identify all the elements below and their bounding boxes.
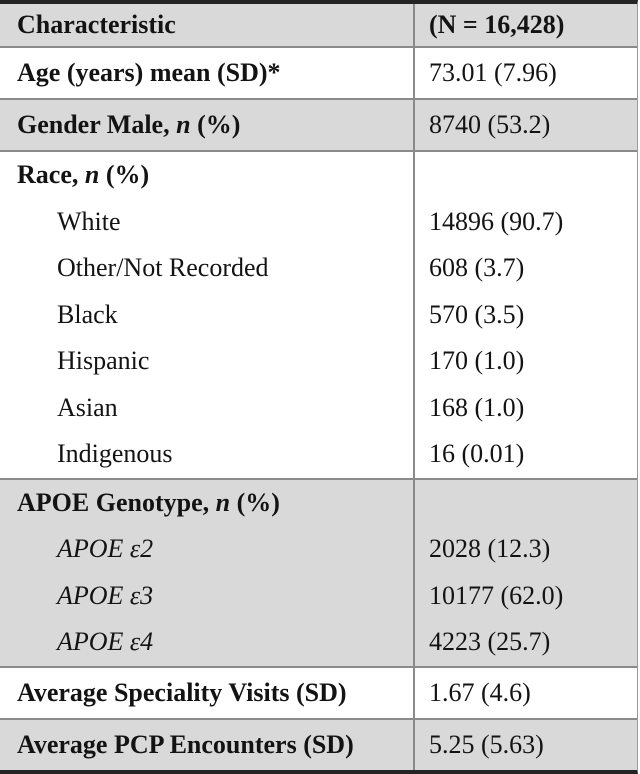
sub-row-value-other-not-recorded: 608 (3.7) xyxy=(429,253,525,282)
sub-row-label-black: Black xyxy=(57,299,118,329)
section-value-empty xyxy=(429,480,637,527)
column-header-text: (N = 16,428) xyxy=(429,10,565,39)
section-label-text: Race, xyxy=(17,160,85,189)
row-label-text: Average PCP Encounters (SD) xyxy=(17,729,354,759)
table-row-age: Age (years) mean (SD)* 73.01 (7.96) xyxy=(0,46,637,98)
sub-row-value-apoe-e3: 10177 (62.0) xyxy=(429,580,564,610)
sub-row-value-apoe-e4: 4223 (25.7) xyxy=(429,627,551,656)
column-header-n-total: (N = 16,428) xyxy=(429,4,637,46)
sub-row-value-apoe-e2: 2028 (12.3) xyxy=(429,534,551,563)
column-header-text: Characteristic xyxy=(17,10,176,39)
row-value: 8740 (53.2) xyxy=(429,110,551,139)
section-value-empty xyxy=(429,152,637,199)
row-label-text: (%) xyxy=(190,110,241,139)
row-label-text: Age (years) mean (SD)* xyxy=(17,58,281,87)
section-label: APOE Genotype, n (%) xyxy=(17,480,413,527)
section-label-text: (%) xyxy=(99,160,150,189)
table-row-specialty-visits: Average Speciality Visits (SD) 1.67 (4.6… xyxy=(0,665,637,718)
table-row-gender-male: Gender Male, n (%) 8740 (53.2) xyxy=(0,98,637,150)
row-value: 1.67 (4.6) xyxy=(429,677,531,707)
value-cell: 1.67 (4.6) xyxy=(415,668,637,718)
sub-row-value-indigenous: 16 (0.01) xyxy=(429,439,525,468)
section-label-text: (%) xyxy=(230,487,280,517)
label-cell: APOE Genotype, n (%) APOE ε2 APOE ε3 APO… xyxy=(0,479,415,666)
sub-row-value-white: 14896 (90.7) xyxy=(429,206,564,236)
row-label: Average Speciality Visits (SD) xyxy=(17,668,413,718)
row-label: Average PCP Encounters (SD) xyxy=(17,720,413,770)
table-section-apoe-genotype: APOE Genotype, n (%) APOE ε2 APOE ε3 APO… xyxy=(0,477,637,666)
column-header-characteristic: Characteristic xyxy=(17,4,413,46)
sub-row-value-asian: 168 (1.0) xyxy=(429,392,525,422)
value-cell: 14896 (90.7) 608 (3.7) 570 (3.5) 170 (1.… xyxy=(415,152,637,478)
table-row-pcp-encounters: Average PCP Encounters (SD) 5.25 (5.63) xyxy=(0,717,637,770)
row-label: Age (years) mean (SD)* xyxy=(17,48,413,98)
value-cell: 73.01 (7.96) xyxy=(415,48,637,98)
sub-row-label-apoe-e4: APOE ε4 xyxy=(57,627,154,656)
section-label-italic-n: n xyxy=(84,160,100,189)
header-value-cell: (N = 16,428) xyxy=(415,4,637,46)
sub-row-label-white: White xyxy=(57,206,121,236)
sub-row-label-apoe-e3: APOE ε3 xyxy=(57,580,154,610)
section-label: Race, n (%) xyxy=(17,152,413,199)
row-value: 73.01 (7.96) xyxy=(429,58,557,87)
row-label-text: Gender Male, xyxy=(17,110,177,139)
value-cell: 2028 (12.3) 10177 (62.0) 4223 (25.7) xyxy=(415,480,637,666)
sub-row-label-hispanic: Hispanic xyxy=(57,346,150,375)
value-cell: 5.25 (5.63) xyxy=(415,720,637,770)
sub-row-label-asian: Asian xyxy=(57,392,118,422)
table-section-race: Race, n (%) White Other/Not Recorded Bla… xyxy=(0,150,637,478)
label-cell: Average Speciality Visits (SD) xyxy=(0,667,415,718)
sub-row-label-apoe-e2: APOE ε2 xyxy=(57,534,154,563)
label-cell: Average PCP Encounters (SD) xyxy=(0,719,415,770)
sub-row-value-hispanic: 170 (1.0) xyxy=(429,346,525,375)
label-cell: Gender Male, n (%) xyxy=(0,100,415,150)
sub-row-value-black: 570 (3.5) xyxy=(429,299,525,329)
header-label-cell: Characteristic xyxy=(0,4,415,46)
row-label-text: Average Speciality Visits (SD) xyxy=(17,677,347,707)
label-cell: Race, n (%) White Other/Not Recorded Bla… xyxy=(0,152,415,478)
value-cell: 8740 (53.2) xyxy=(415,100,637,150)
label-cell: Age (years) mean (SD)* xyxy=(0,48,415,98)
sub-row-label-indigenous: Indigenous xyxy=(57,439,173,468)
table-row-header: Characteristic (N = 16,428) xyxy=(0,4,637,46)
section-label-text: APOE Genotype, xyxy=(17,487,216,517)
section-label-italic-n: n xyxy=(215,487,231,517)
row-value: 5.25 (5.63) xyxy=(429,729,544,759)
sub-row-label-other-not-recorded: Other/Not Recorded xyxy=(57,253,269,282)
row-label-italic-n: n xyxy=(176,110,191,139)
row-label: Gender Male, n (%) xyxy=(17,100,413,150)
